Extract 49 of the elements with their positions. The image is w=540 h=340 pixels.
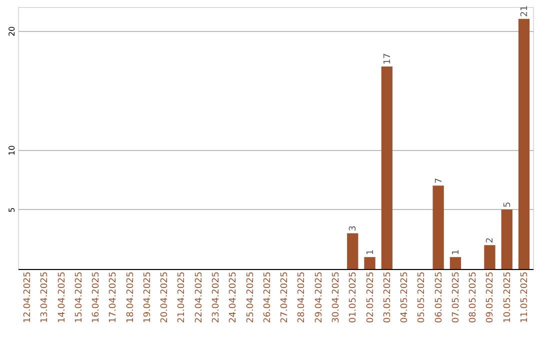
bar [518, 18, 530, 269]
x-tick-label: 08.05.2025 [468, 272, 479, 324]
bar [381, 66, 392, 269]
x-tick-label: 11.05.2025 [520, 272, 530, 324]
x-tick-label: 29.04.2025 [314, 272, 324, 324]
x-tick-label: 22.04.2025 [194, 272, 204, 324]
bar [450, 257, 462, 269]
x-tick-label: 14.04.2025 [57, 272, 68, 324]
data-label: 21 [520, 5, 530, 17]
x-tick-label: 26.04.2025 [262, 272, 273, 324]
data-label: 2 [486, 237, 496, 244]
x-tick-label: 30.04.2025 [331, 272, 342, 324]
x-tick-label: 23.04.2025 [212, 272, 222, 324]
x-tick-label: 03.05.2025 [382, 272, 393, 324]
y-tick-label: 10 [8, 145, 16, 156]
x-tick-label: 09.05.2025 [486, 272, 496, 324]
x-tick-label: 06.05.2025 [434, 272, 444, 324]
y-tick-label: 20 [8, 26, 16, 36]
x-tick-label: 07.05.2025 [451, 272, 462, 324]
x-tick-label: 04.05.2025 [400, 272, 410, 324]
x-tick-label: 18.04.2025 [126, 272, 136, 324]
x-tick-label: 05.05.2025 [417, 272, 428, 324]
data-label: 1 [366, 249, 376, 256]
x-tick-label: 01.05.2025 [348, 272, 359, 324]
data-label: 3 [348, 226, 359, 232]
bar [347, 233, 358, 269]
bar [432, 186, 444, 269]
x-tick-label: 21.04.2025 [177, 272, 188, 324]
x-tick-label: 02.05.2025 [366, 272, 376, 324]
bar [501, 209, 512, 269]
data-label: 17 [382, 53, 393, 65]
x-tick-label: 15.04.2025 [74, 272, 84, 324]
x-tick-label: 20.04.2025 [160, 272, 170, 324]
bar [364, 257, 376, 269]
data-label: 7 [434, 178, 444, 184]
data-label: 1 [451, 249, 462, 256]
data-label: 5 [502, 202, 513, 208]
bar [484, 245, 496, 269]
y-tick-label: 5 [8, 207, 16, 212]
x-tick-label: 16.04.2025 [92, 272, 102, 324]
x-tick-label: 24.04.2025 [228, 272, 239, 324]
x-tick-label: 27.04.2025 [280, 272, 290, 324]
x-tick-label: 12.04.2025 [23, 272, 33, 324]
x-tick-label: 28.04.2025 [297, 272, 308, 324]
x-tick-label: 25.04.2025 [246, 272, 256, 324]
x-tick-label: 13.04.2025 [40, 272, 50, 324]
x-tick-label: 19.04.2025 [142, 272, 153, 324]
x-tick-label: 10.05.2025 [502, 272, 513, 324]
x-tick-label: 17.04.2025 [108, 272, 119, 324]
